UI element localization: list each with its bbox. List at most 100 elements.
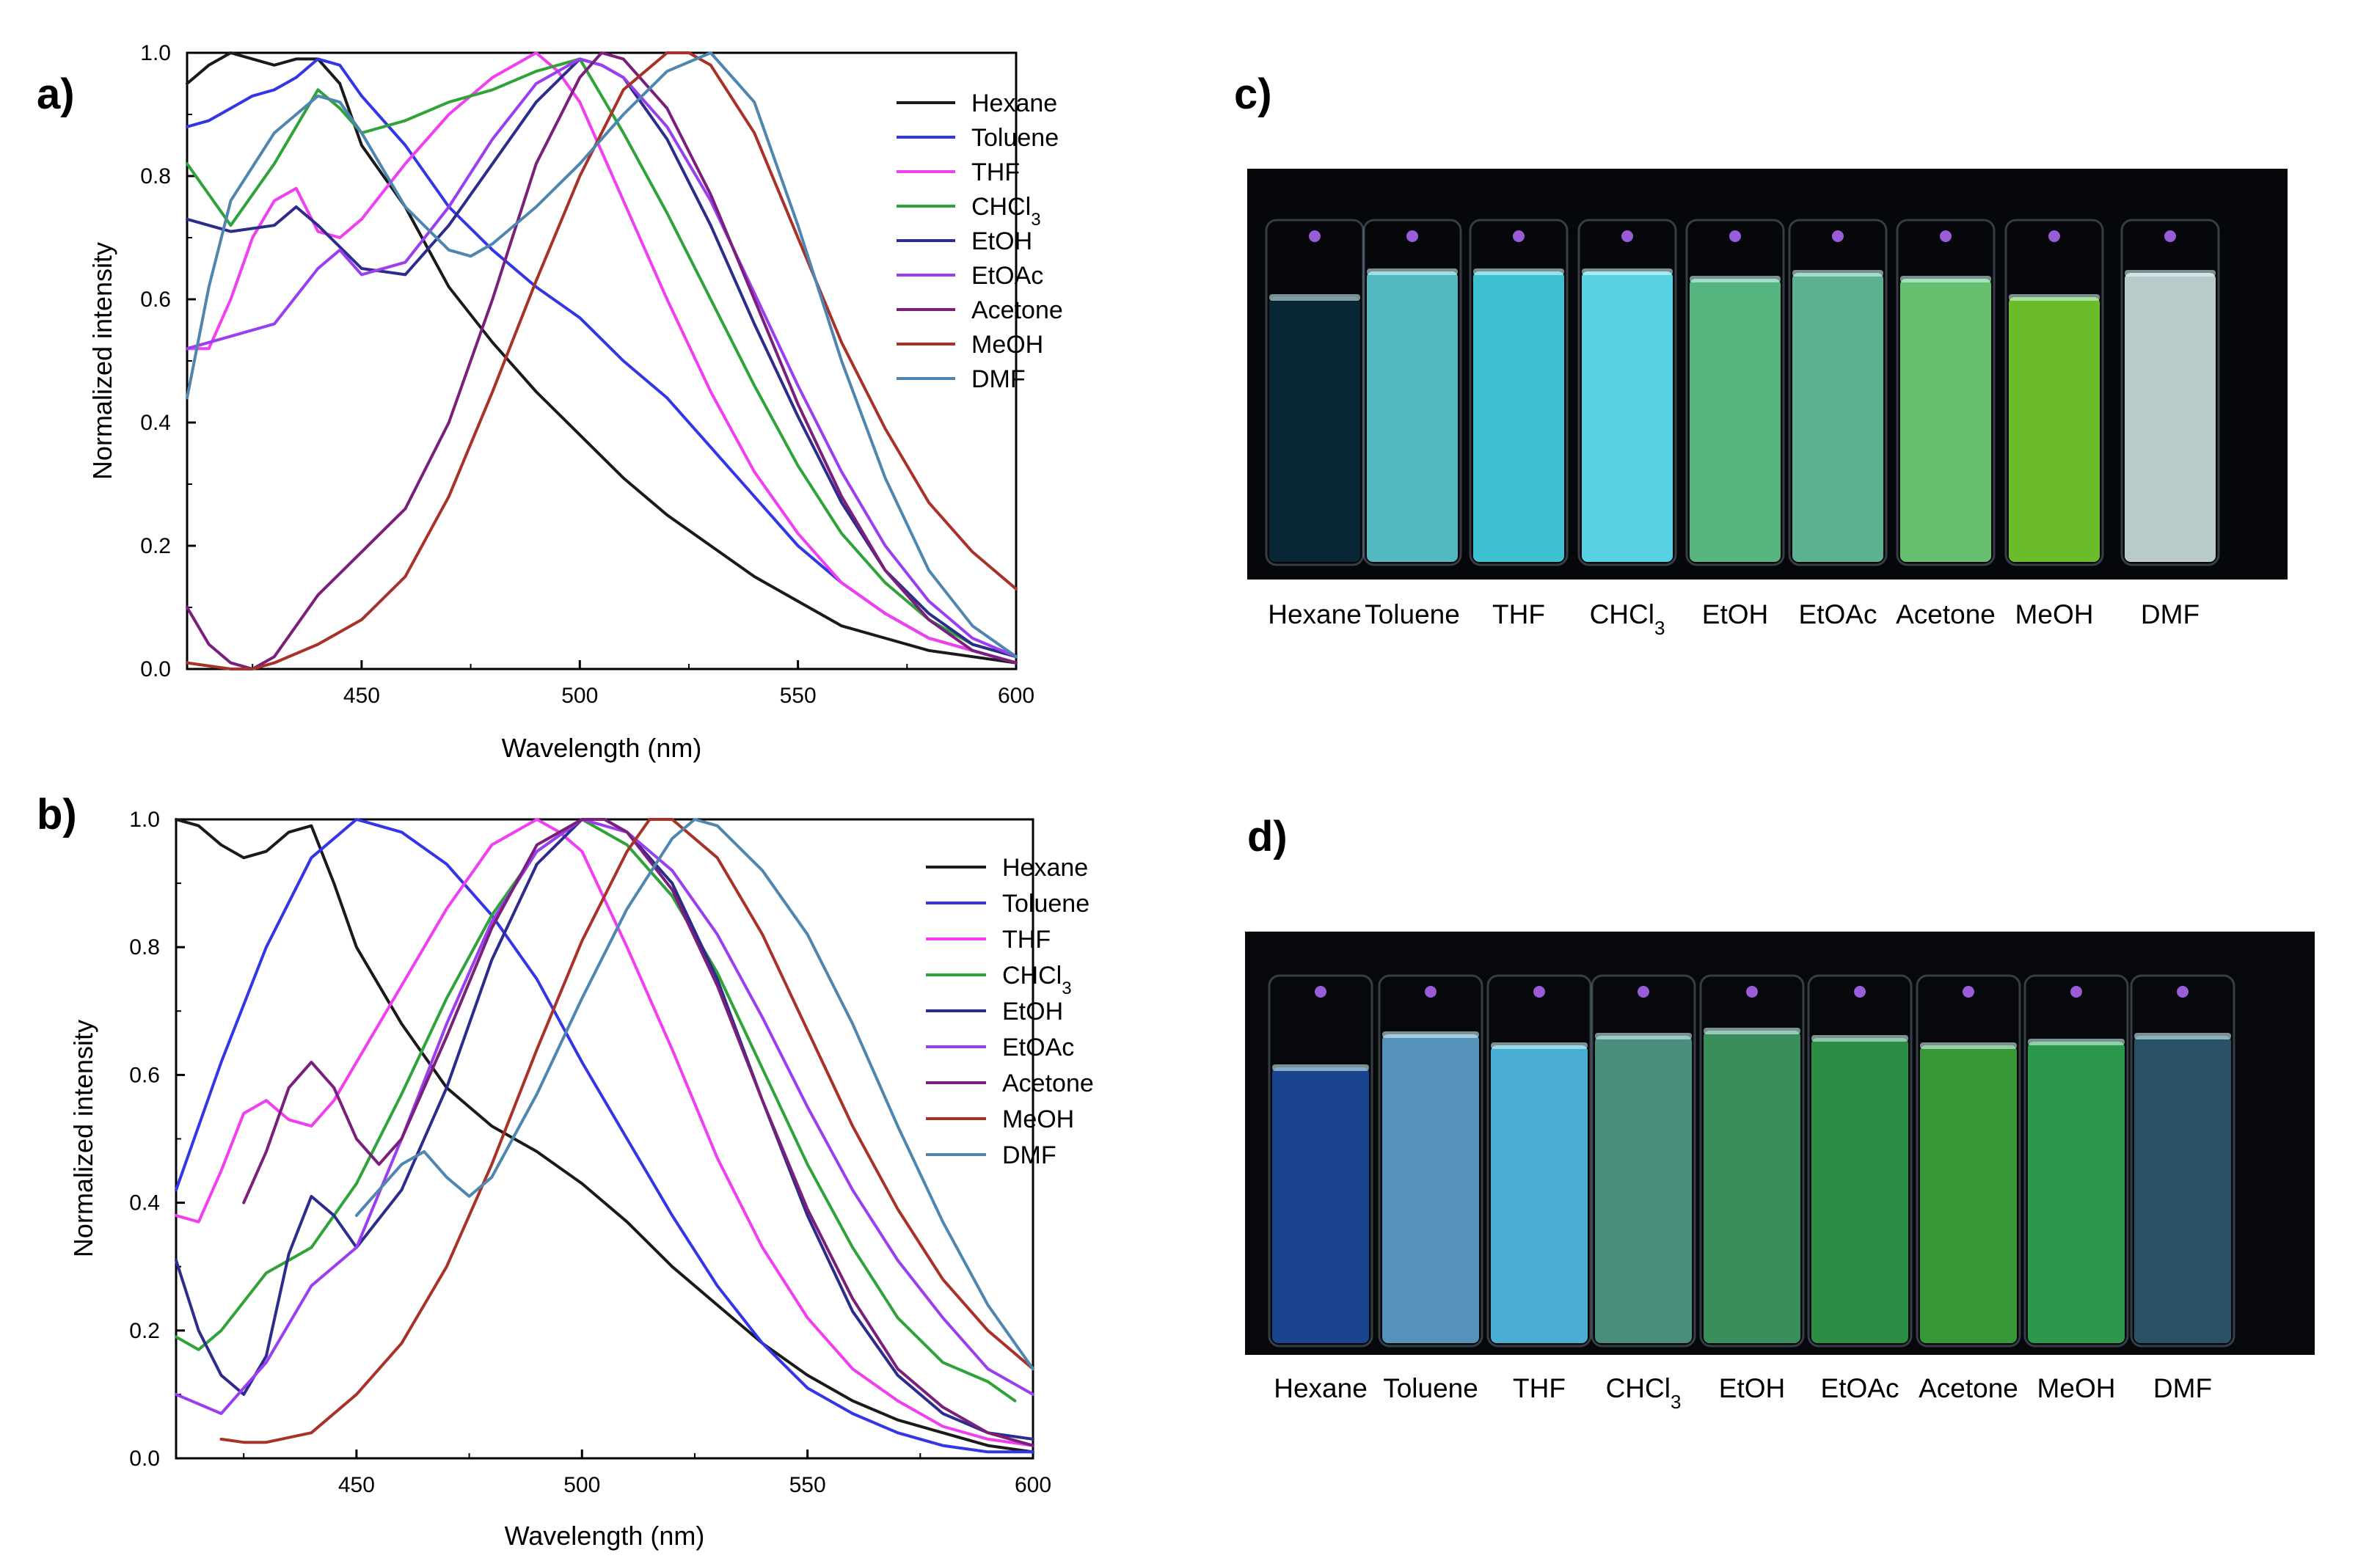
chart-b-series-dmf [354, 818, 1034, 1371]
photo-c-vial-cap-glint [1832, 230, 1844, 242]
photo-c-vial-meniscus [2009, 294, 2100, 301]
photo-c-vial-cap-glint [1621, 230, 1633, 242]
vial-photo-c [1247, 169, 2288, 580]
chart-a-series-etoac [186, 57, 1018, 659]
photo-c-labels: Hexane Toluene THF CHCl3 EtOH EtOAc Acetone MeO… [1268, 599, 2200, 639]
chart-b-ylabel: Normalized intensity [68, 1020, 98, 1257]
panel-c: c) Hexane Toluene THF CHCl3 EtOH EtOAc Acetone… [1234, 70, 2288, 639]
chart-b-ytick-label: 0.0 [129, 1447, 160, 1471]
chart-b-ytick-label: 0.8 [129, 935, 160, 959]
photo-c-vial-liquid [1792, 273, 1883, 562]
chart-b-legend-label-toluene: Toluene [1002, 890, 1089, 918]
photo-c-vials [1265, 219, 2220, 566]
chart-b-ticks: 450 500 550 600 0.0 0.2 0.4 0.6 0.8 1.0 [129, 808, 1051, 1497]
photo-c-vial-cap-glint [1406, 230, 1418, 242]
photo-c-vial-cap-glint [1309, 230, 1321, 242]
chart-b-series-toluene [175, 818, 1034, 1454]
chart-a-legend-subscript: 3 [1031, 210, 1040, 230]
chart-a-ytick-label: 1.0 [140, 41, 171, 65]
photo-c-label: THF [1492, 599, 1545, 629]
photo-d-vial-liquid [1811, 1038, 1908, 1343]
photo-c-vial-glass [2004, 219, 2104, 566]
photo-d-label: CHCl3 [1606, 1373, 1682, 1413]
photo-c-vial-glass [1362, 219, 1462, 566]
chart-b-legend-label-thf: THF [1002, 926, 1051, 954]
chart-b-xtick-label: 600 [1015, 1473, 1051, 1497]
photo-d-vial-liquid [1491, 1045, 1588, 1343]
photo-d-vial-glass [1268, 974, 1373, 1348]
photo-d-vial-meniscus [1595, 1033, 1692, 1039]
chart-b-series-etoh [175, 818, 1034, 1441]
photo-d-vial-meniscus [1811, 1035, 1908, 1042]
chart-a-xtick-label: 450 [343, 684, 380, 708]
photo-c-vial-meniscus [1473, 268, 1564, 275]
chart-a-xtick-label: 550 [780, 684, 817, 708]
photo-d-label: THF [1513, 1373, 1566, 1403]
chart-b-legend-label-etoh: EtOH [1002, 998, 1063, 1026]
photo-c-vial-liquid [1582, 271, 1673, 562]
chart-a-legend-label-chcl3: CHCl3 [971, 193, 1041, 230]
chart-b-legend-label-meoh: MeOH [1002, 1105, 1074, 1133]
chart-a-legend-label-toluene: Toluene [971, 124, 1059, 152]
photo-d-vial-meniscus [2134, 1033, 2231, 1039]
chart-a-xlabel: Wavelength (nm) [502, 733, 702, 763]
panel-a: a) Wavelength (nm) Normalized intensity … [37, 41, 1063, 763]
photo-d-vial-cap-glint [1854, 986, 1866, 998]
chart-a-ytick-label: 0.4 [140, 411, 171, 435]
panel-b-letter: b) [37, 791, 77, 838]
chart-b-legend-label-chcl3: CHCl3 [1002, 962, 1072, 998]
vial-photo-d [1245, 932, 2315, 1355]
chart-b-xlabel: Wavelength (nm) [505, 1521, 705, 1551]
photo-d-vial-liquid [2134, 1036, 2231, 1343]
chart-b-series [175, 818, 1034, 1454]
photo-d-vial-cap-glint [1746, 986, 1758, 998]
photo-c-vial-glass [1469, 219, 1569, 566]
photo-c-vial-glass [1788, 219, 1888, 566]
photo-c-label: Toluene [1365, 599, 1460, 629]
photo-c-vial-glass [1896, 219, 1996, 566]
photo-c-vial-liquid [2009, 297, 2100, 562]
photo-d-vial-glass [1591, 974, 1696, 1348]
chart-b-series-meoh [219, 818, 1034, 1444]
chart-a-ytick-label: 0.6 [140, 288, 171, 312]
photo-c-vial-liquid [1690, 279, 1781, 562]
photo-c-label: EtOAc [1799, 599, 1877, 629]
chart-b-xtick-label: 550 [789, 1473, 826, 1497]
photo-c-label-subscript: 3 [1654, 617, 1665, 639]
photo-d-vial-glass [2023, 974, 2129, 1348]
photo-c-vial-liquid [1900, 279, 1991, 562]
photo-d-vial-glass [2130, 974, 2235, 1348]
chart-b-legend-label-etoac: EtOAc [1002, 1034, 1074, 1061]
photo-c-vial-liquid [1269, 297, 1360, 562]
photo-d-label: DMF [2153, 1373, 2212, 1403]
photo-c-label: MeOH [2015, 599, 2094, 629]
photo-d-vial-cap-glint [2070, 986, 2082, 998]
photo-d-vial-meniscus [1920, 1042, 2017, 1049]
photo-c-vial-cap-glint [2048, 230, 2060, 242]
chart-a: Wavelength (nm) Normalized intensity 450… [87, 41, 1063, 763]
photo-c-vial-liquid [1473, 271, 1564, 562]
chart-b-xtick-label: 450 [338, 1473, 375, 1497]
photo-d-vial-cap-glint [1315, 986, 1326, 998]
photo-d-vial-cap-glint [1533, 986, 1545, 998]
chart-b-xtick-label: 500 [563, 1473, 600, 1497]
chart-a-legend-label-dmf: DMF [971, 365, 1026, 393]
panel-d-letter: d) [1247, 813, 1288, 860]
photo-d-vial-cap-glint [1425, 986, 1437, 998]
chart-b-ytick-label: 0.2 [129, 1319, 160, 1343]
chart-a-xtick-label: 600 [998, 684, 1034, 708]
photo-d-vial-cap-glint [1638, 986, 1649, 998]
photo-c-vial-cap-glint [1940, 230, 1952, 242]
photo-d-vial-liquid [1595, 1036, 1692, 1343]
photo-d-label: MeOH [2037, 1373, 2116, 1403]
photo-c-vial-meniscus [1900, 276, 1991, 282]
chart-b-legend-label-dmf: DMF [1002, 1141, 1056, 1169]
chart-b-ytick-label: 0.4 [129, 1191, 160, 1215]
photo-d-label: Toluene [1383, 1373, 1478, 1403]
chart-b-series-etoac [175, 818, 1034, 1415]
chart-a-ytick-label: 0.0 [140, 657, 171, 681]
photo-c-vial-meniscus [1690, 276, 1781, 282]
chart-a-series-thf [186, 51, 1018, 665]
